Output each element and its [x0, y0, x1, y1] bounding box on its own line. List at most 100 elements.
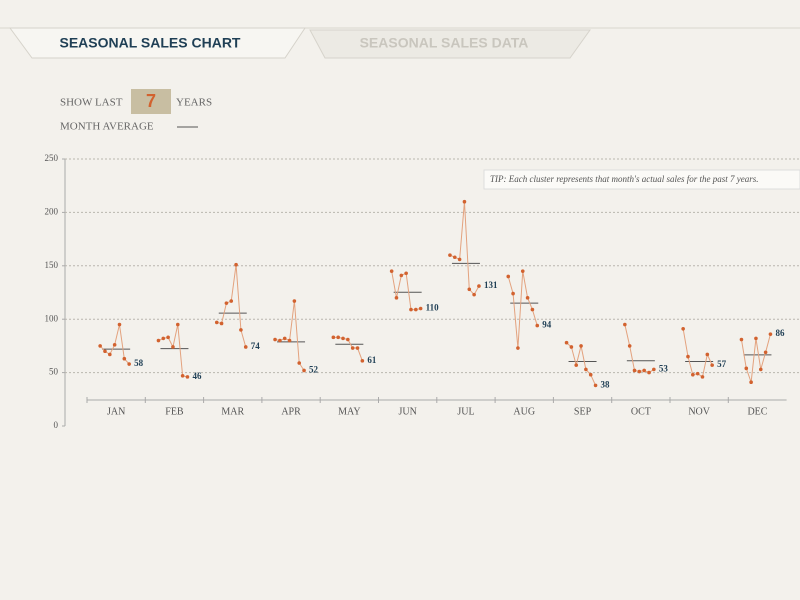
sales-point [768, 332, 773, 336]
sales-point [763, 350, 768, 355]
sales-point [122, 356, 127, 361]
sales-point [593, 383, 598, 388]
sales-point [744, 366, 749, 371]
sales-point [516, 346, 520, 350]
sales-point [224, 301, 229, 305]
sales-point [457, 257, 462, 262]
x-tick-label: JAN [107, 406, 125, 417]
sales-point [156, 338, 161, 343]
sales-point [360, 359, 365, 363]
control-label: YEARS [176, 97, 212, 109]
sales-point [520, 269, 525, 273]
sales-point [297, 361, 302, 365]
sales-point [749, 380, 753, 385]
sales-point [161, 336, 166, 341]
y-tick-label: 100 [45, 313, 59, 323]
sales-point [564, 340, 569, 345]
sales-point [695, 371, 700, 376]
sales-point [535, 323, 540, 328]
sales-point [287, 338, 292, 343]
sales-point [477, 284, 481, 288]
sales-point [506, 274, 511, 279]
sales-point [234, 262, 238, 267]
sales-point [754, 336, 758, 341]
sales-point [399, 273, 404, 278]
x-tick-label: APR [281, 406, 301, 417]
sales-point [569, 345, 574, 349]
sales-point [243, 345, 248, 349]
y-tick-label: 150 [45, 260, 59, 270]
x-tick-label: DEC [747, 406, 767, 417]
sales-point [710, 363, 714, 367]
data-label: 86 [775, 328, 785, 338]
data-label: 74 [251, 341, 261, 351]
x-tick-label: NOV [688, 406, 710, 417]
sales-point [185, 375, 190, 379]
x-tick-label: MAY [338, 406, 360, 417]
sales-point [175, 322, 180, 327]
x-tick-label: AUG [513, 406, 535, 417]
sales-point [414, 307, 418, 312]
sales-point [394, 296, 399, 300]
sales-point [389, 269, 394, 273]
x-tick-label: JUL [457, 406, 474, 417]
sales-point [623, 322, 627, 327]
sales-point [647, 370, 651, 375]
sales-point [292, 299, 297, 303]
sales-point [273, 337, 277, 342]
tab-label[interactable]: SEASONAL SALES DATA [360, 35, 529, 51]
sales-point [117, 322, 122, 327]
tab-label[interactable]: SEASONAL SALES CHART [60, 35, 241, 51]
sales-point [584, 367, 588, 372]
sales-point [652, 367, 656, 372]
sales-point [530, 307, 535, 312]
x-tick-label: FEB [165, 406, 184, 417]
y-tick-label: 0 [54, 420, 59, 430]
sales-point [642, 368, 646, 373]
sales-point [282, 336, 287, 341]
tab-active[interactable] [9, 27, 306, 59]
years-box[interactable] [131, 89, 171, 114]
sales-point [219, 321, 224, 326]
control-label: SHOW LAST [60, 97, 123, 109]
sales-point [686, 354, 690, 359]
x-tick-label: OCT [631, 406, 651, 417]
data-label: 52 [309, 365, 319, 375]
sales-point [681, 327, 685, 331]
sales-point [278, 338, 282, 343]
data-label: 53 [659, 363, 669, 373]
sales-point [108, 352, 112, 357]
sales-point [574, 363, 579, 367]
sales-point [588, 372, 593, 377]
sales-point [525, 296, 530, 300]
tab-inactive[interactable] [309, 29, 591, 59]
data-label: 61 [367, 355, 377, 365]
sales-point [98, 344, 102, 348]
x-tick-label: SEP [574, 406, 592, 417]
y-tick-label: 200 [45, 206, 59, 216]
x-tick-label: JUN [398, 406, 416, 417]
sales-point [214, 320, 219, 325]
sales-point [448, 253, 452, 257]
data-label: 131 [484, 280, 498, 290]
sales-point [229, 299, 234, 303]
sales-point [127, 362, 131, 366]
x-tick-label: MAR [221, 406, 244, 417]
tip: TIP: Each cluster represents that month'… [490, 174, 758, 184]
control-label: MONTH AVERAGE [60, 121, 154, 133]
data-label: 46 [192, 371, 202, 381]
sales-point [346, 337, 350, 342]
sales-point [336, 335, 340, 340]
years-value[interactable]: 7 [146, 91, 156, 111]
sales-point [418, 306, 423, 311]
sales-point [166, 335, 170, 340]
sales-point [511, 291, 515, 296]
sales-point [758, 367, 763, 372]
sales-point [472, 292, 476, 297]
sales-point [302, 368, 306, 373]
sales-point [331, 335, 336, 340]
sales-point [632, 368, 637, 373]
sales-point [350, 346, 355, 350]
